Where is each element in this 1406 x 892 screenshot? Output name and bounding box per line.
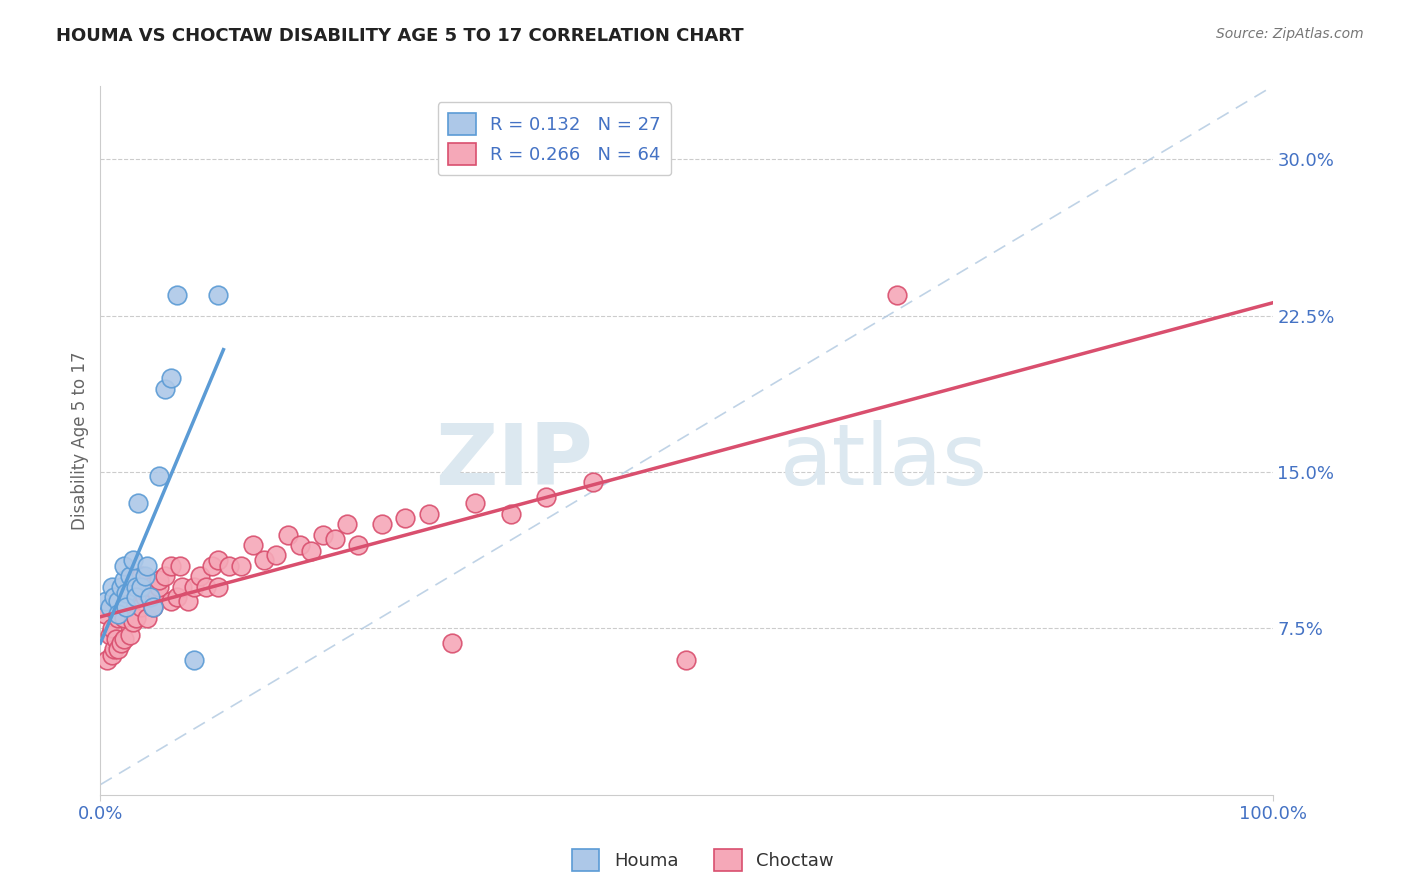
Point [107,607,129,621]
Point [96,594,118,608]
Point [118,627,141,641]
Text: Source: ZipAtlas.com: Source: ZipAtlas.com [1216,27,1364,41]
Point [335,517,357,532]
Point [131,600,153,615]
Point [127,590,149,604]
Point [183,652,205,666]
Point [134,569,156,583]
Text: ZIP: ZIP [434,420,593,503]
Point [194,580,217,594]
Point [148,469,170,483]
Point [148,580,170,594]
Point [118,600,141,615]
Point [104,632,127,646]
Point [101,580,124,594]
Point [177,594,200,608]
Point [394,511,416,525]
Point [148,574,170,588]
Point [94,607,117,621]
Point [153,569,176,583]
Point [299,544,322,558]
Point [124,611,146,625]
Point [107,594,129,608]
Point [122,552,145,566]
Point [253,552,276,566]
Point [277,527,299,541]
Point [124,590,146,604]
Point [96,652,118,666]
Point [110,580,132,594]
Point [115,586,138,600]
Point [347,538,370,552]
Point [101,648,124,663]
Point [131,569,153,583]
Point [98,627,121,641]
Point [110,636,132,650]
Point [153,382,176,396]
Y-axis label: Disability Age 5 to 17: Disability Age 5 to 17 [72,351,89,530]
Point [122,615,145,629]
Point [136,611,159,625]
Point [107,611,129,625]
Point [440,636,463,650]
Point [229,558,252,573]
Point [134,590,156,604]
Text: atlas: atlas [780,420,988,503]
Point [201,558,224,573]
Legend: R = 0.132   N = 27, R = 0.266   N = 64: R = 0.132 N = 27, R = 0.266 N = 64 [437,103,672,176]
Point [312,527,335,541]
Point [124,580,146,594]
Point [127,496,149,510]
Point [183,580,205,594]
Point [136,558,159,573]
Point [582,475,605,490]
Point [172,580,194,594]
Point [107,642,129,657]
Point [370,517,392,532]
Point [103,642,125,657]
Point [499,507,522,521]
Point [101,621,124,635]
Point [264,549,287,563]
Point [534,490,557,504]
Point [166,287,188,301]
Point [159,371,181,385]
Point [242,538,264,552]
Point [115,600,138,615]
Point [207,287,229,301]
Point [159,558,181,573]
Point [138,580,160,594]
Point [138,590,160,604]
Point [166,590,188,604]
Point [124,580,146,594]
Point [112,574,135,588]
Point [886,287,908,301]
Point [188,569,211,583]
Point [159,594,181,608]
Point [145,586,167,600]
Point [115,594,138,608]
Point [288,538,311,552]
Point [418,507,440,521]
Point [464,496,486,510]
Point [323,532,346,546]
Point [103,590,125,604]
Point [218,558,240,573]
Point [136,586,159,600]
Point [98,600,121,615]
Text: HOUMA VS CHOCTAW DISABILITY AGE 5 TO 17 CORRELATION CHART: HOUMA VS CHOCTAW DISABILITY AGE 5 TO 17 … [56,27,744,45]
Point [112,611,135,625]
Point [142,600,165,615]
Point [169,558,191,573]
Point [142,600,165,615]
Point [112,632,135,646]
Point [118,569,141,583]
Point [131,580,153,594]
Point [207,580,229,594]
Point [112,558,135,573]
Legend: Houma, Choctaw: Houma, Choctaw [565,842,841,879]
Point [207,552,229,566]
Point [675,652,697,666]
